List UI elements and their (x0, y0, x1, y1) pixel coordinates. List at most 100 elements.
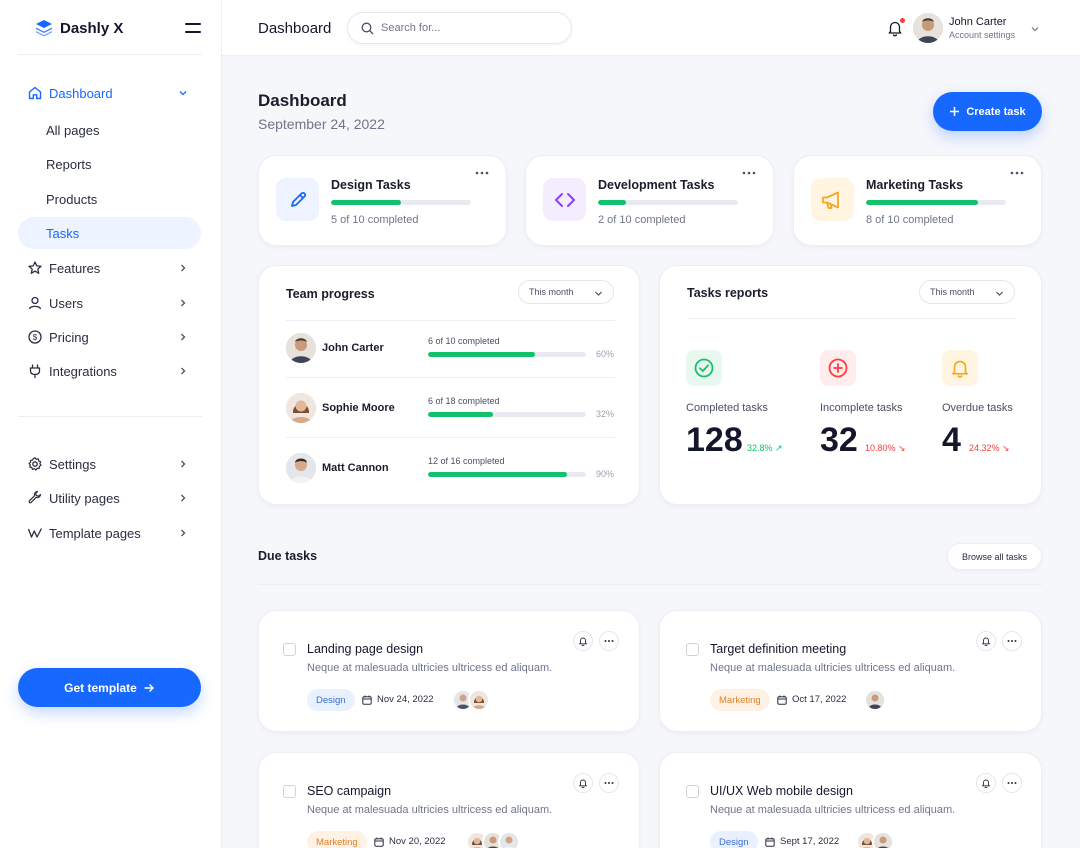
remind-button[interactable] (573, 773, 593, 793)
notification-bell-icon[interactable] (886, 19, 904, 37)
due-task-card[interactable]: SEO campaign Neque at malesuada ultricie… (258, 752, 640, 848)
sidebar-item-utility-pages[interactable]: Utility pages (18, 482, 201, 514)
task-checkbox[interactable] (283, 785, 296, 798)
sidebar-item-label: Utility pages (49, 490, 120, 506)
team-period-select[interactable]: This month (518, 280, 614, 304)
create-task-button[interactable]: Create task (933, 92, 1042, 131)
remind-button[interactable] (573, 631, 593, 651)
sidebar-item-label: Users (49, 295, 83, 311)
assignee-avatars (452, 689, 490, 711)
progress-bar (428, 352, 586, 357)
sidebar-item-label: Pricing (49, 329, 89, 345)
task-name: Target definition meeting (710, 642, 847, 656)
task-tag: Marketing (710, 689, 770, 711)
avatar[interactable] (913, 13, 943, 43)
divider (286, 377, 615, 378)
sidebar-item-label: Settings (49, 456, 96, 472)
sidebar-item-dashboard[interactable]: Dashboard (18, 77, 201, 109)
chevron-down-icon[interactable] (1030, 24, 1040, 34)
progress-bar (598, 200, 738, 205)
task-tag: Marketing (307, 831, 367, 848)
sidebar-subitem-all-pages[interactable]: All pages (46, 122, 100, 138)
more-icon (1007, 782, 1017, 784)
report-delta: 24.32% ↘ (969, 443, 1010, 453)
brand[interactable]: Dashly X (34, 18, 123, 38)
sidebar-subitem-reports[interactable]: Reports (46, 156, 92, 172)
task-description: Neque at malesuada ultricies ultricess e… (710, 662, 956, 674)
bell-icon (942, 350, 978, 386)
divider (286, 320, 615, 321)
task-checkbox[interactable] (686, 785, 699, 798)
star-icon (26, 259, 44, 277)
more-button[interactable] (1002, 773, 1022, 793)
stat-title: Design Tasks (331, 178, 411, 192)
chevron-down-icon (595, 291, 602, 296)
member-progress-text: 12 of 16 completed (428, 456, 505, 466)
plug-icon (26, 362, 44, 380)
assignee-avatars (466, 831, 520, 848)
more-icon (604, 640, 614, 642)
brand-name: Dashly X (60, 19, 124, 37)
sidebar-item-settings[interactable]: Settings (18, 448, 201, 480)
get-template-button[interactable]: Get template (18, 668, 201, 707)
task-tag: Design (710, 831, 758, 848)
account-settings-link[interactable]: Account settings (949, 30, 1016, 40)
more-icon[interactable] (475, 171, 489, 175)
sidebar-item-template-pages[interactable]: Template pages (18, 517, 201, 549)
sidebar-item-pricing[interactable]: $ Pricing (18, 321, 201, 353)
due-task-card[interactable]: Landing page design Neque at malesuada u… (258, 610, 640, 732)
megaphone-icon (811, 178, 854, 221)
chevron-right-icon (181, 367, 186, 375)
stat-title: Development Tasks (598, 178, 715, 192)
get-template-label: Get template (64, 680, 137, 695)
more-button[interactable] (599, 773, 619, 793)
remind-button[interactable] (976, 773, 996, 793)
browse-all-tasks-button[interactable]: Browse all tasks (947, 543, 1042, 570)
calendar-icon (777, 695, 787, 705)
task-checkbox[interactable] (686, 643, 699, 656)
chevron-right-icon (181, 299, 186, 307)
stat-card-design: Design Tasks 5 of 10 completed (258, 155, 507, 246)
more-button[interactable] (1002, 631, 1022, 651)
bell-icon (981, 637, 991, 646)
stat-subtitle: 2 of 10 completed (598, 214, 686, 226)
task-checkbox[interactable] (283, 643, 296, 656)
avatar (872, 831, 894, 848)
more-button[interactable] (599, 631, 619, 651)
due-task-card[interactable]: Target definition meeting Neque at males… (659, 610, 1042, 732)
home-icon (26, 84, 44, 102)
sidebar-item-users[interactable]: Users (18, 287, 201, 319)
more-icon[interactable] (1010, 171, 1024, 175)
due-task-card[interactable]: UI/UX Web mobile design Neque at malesua… (659, 752, 1042, 848)
report-value: 128 (686, 421, 743, 459)
progress-bar (866, 200, 1006, 205)
chevron-down-icon (179, 91, 187, 96)
remind-button[interactable] (976, 631, 996, 651)
team-progress-card: Team progress This month John Carter 6 o… (258, 265, 640, 505)
due-tasks-title: Due tasks (258, 549, 318, 563)
chevron-right-icon (181, 494, 186, 502)
sidebar-item-features[interactable]: Features (18, 252, 201, 284)
divider (286, 437, 615, 438)
card-title: Tasks reports (687, 286, 769, 300)
search-input[interactable]: Search for... (347, 12, 572, 44)
sidebar-subitem-tasks[interactable]: Tasks (18, 217, 201, 249)
menu-toggle-icon[interactable] (185, 21, 201, 35)
webflow-icon (26, 524, 44, 542)
plus-icon (950, 107, 960, 116)
task-name: UI/UX Web mobile design (710, 784, 853, 798)
sidebar-divider (18, 54, 202, 55)
layers-logo-icon (36, 20, 52, 37)
member-progress-text: 6 of 18 completed (428, 396, 500, 406)
reports-period-select[interactable]: This month (919, 280, 1015, 304)
sidebar-subitem-products[interactable]: Products (46, 191, 98, 207)
report-label: Incomplete tasks (820, 402, 903, 414)
task-description: Neque at malesuada ultricies ultricess e… (307, 804, 553, 816)
page-date: September 24, 2022 (258, 116, 385, 132)
more-icon (1007, 640, 1017, 642)
sidebar-item-integrations[interactable]: Integrations (18, 355, 201, 387)
sidebar-divider (18, 416, 202, 417)
arrow-right-icon (144, 683, 154, 692)
user-name[interactable]: John Carter (949, 16, 1007, 28)
more-icon[interactable] (742, 171, 756, 175)
